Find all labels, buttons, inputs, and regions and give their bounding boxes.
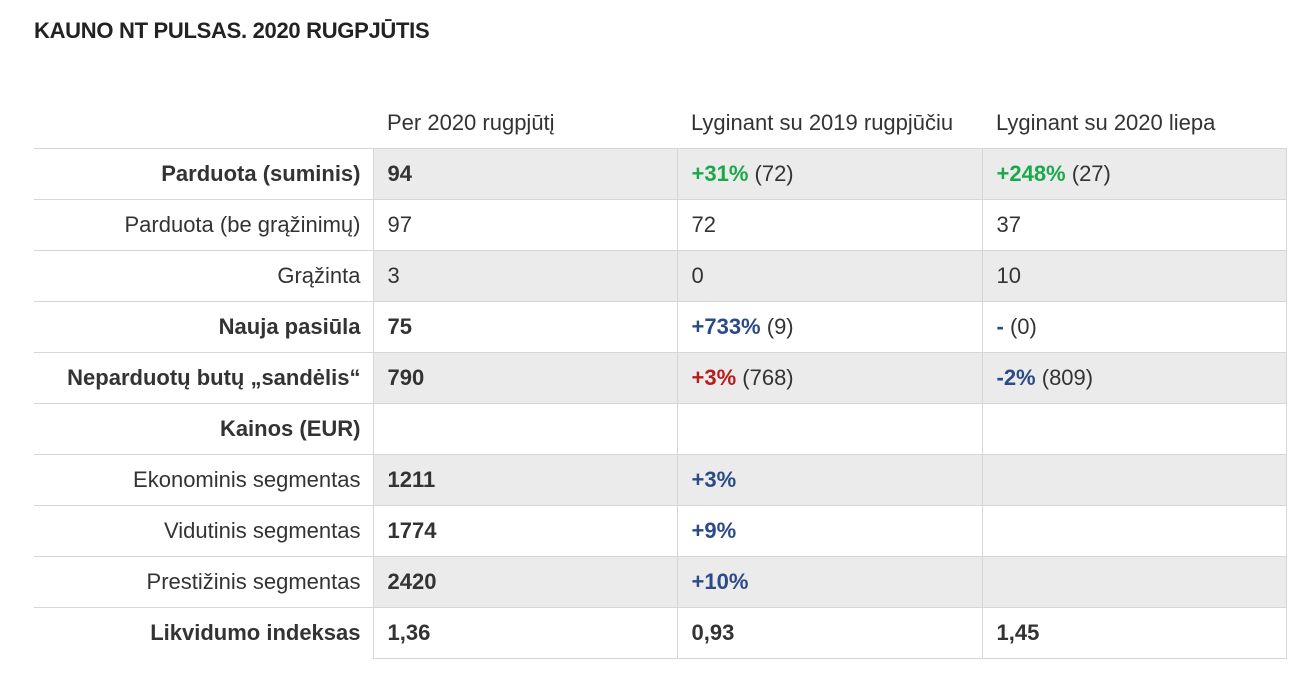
change-percent: - <box>996 314 1004 339</box>
previous-value: (27) <box>1065 161 1111 186</box>
row-label: Vidutinis segmentas <box>34 505 373 557</box>
change-percent: +10% <box>691 569 749 594</box>
table-row-returned: Grąžinta 3 0 10 <box>34 250 1287 302</box>
value-current: 3 <box>372 250 678 302</box>
value-vs-last-month <box>981 403 1287 455</box>
table-row-liquidity-index: Likvidumo indeksas 1,36 0,93 1,45 <box>34 607 1287 659</box>
change-percent: +9% <box>691 518 737 543</box>
row-label: Ekonominis segmentas <box>34 454 373 506</box>
statistics-table: Per 2020 rugpjūtį Lyginant su 2019 rugpj… <box>34 98 1287 659</box>
value-vs-last-month: +248% (27) <box>981 148 1287 200</box>
value-vs-last-month <box>981 556 1287 608</box>
value-vs-last-year: 0,93 <box>676 607 983 659</box>
previous-value: (768) <box>736 365 794 390</box>
row-label: Grąžinta <box>34 250 373 302</box>
change-percent: +3% <box>691 467 737 492</box>
header-current-period: Per 2020 rugpjūtį <box>373 98 677 149</box>
table-row-premium-segment: Prestižinis segmentas 2420 +10% <box>34 556 1287 608</box>
value-current: 1,36 <box>372 607 678 659</box>
row-label: Parduota (be grąžinimų) <box>34 199 373 251</box>
change-percent: +3% <box>691 365 737 390</box>
value-vs-last-month: 37 <box>981 199 1287 251</box>
table-row-unsold-stock: Neparduotų butų „sandėlis“ 790 +3% (768)… <box>34 352 1287 404</box>
value-current: 94 <box>372 148 678 200</box>
value-current: 1774 <box>372 505 678 557</box>
value-current <box>372 403 678 455</box>
value-vs-last-year: +733% (9) <box>676 301 983 353</box>
header-label-column <box>34 98 373 149</box>
value-current: 75 <box>372 301 678 353</box>
row-label: Neparduotų butų „sandėlis“ <box>34 352 373 404</box>
table-header-row: Per 2020 rugpjūtį Lyginant su 2019 rugpj… <box>34 98 1286 149</box>
value-vs-last-year: +10% <box>676 556 983 608</box>
value-vs-last-year <box>676 403 983 455</box>
value-current: 1211 <box>372 454 678 506</box>
value-current: 790 <box>372 352 678 404</box>
table-row-economy-segment: Ekonominis segmentas 1211 +3% <box>34 454 1287 506</box>
previous-value: (72) <box>748 161 794 186</box>
previous-value: (0) <box>1003 314 1037 339</box>
value-vs-last-month: - (0) <box>981 301 1287 353</box>
previous-value: (9) <box>760 314 794 339</box>
value-current: 97 <box>372 199 678 251</box>
value-vs-last-month: 1,45 <box>981 607 1287 659</box>
value-vs-last-year: +3% <box>676 454 983 506</box>
value-vs-last-year: +9% <box>676 505 983 557</box>
value-vs-last-year: 72 <box>676 199 983 251</box>
previous-value: (809) <box>1035 365 1094 390</box>
change-percent: +248% <box>996 161 1066 186</box>
row-label: Nauja pasiūla <box>34 301 373 353</box>
value-vs-last-year: +3% (768) <box>676 352 983 404</box>
page-title: KAUNO NT PULSAS. 2020 RUGPJŪTIS <box>34 18 430 43</box>
table-row-middle-segment: Vidutinis segmentas 1774 +9% <box>34 505 1287 557</box>
value-vs-last-month <box>981 505 1287 557</box>
change-percent: -2% <box>996 365 1036 390</box>
table-row-sold-net: Parduota (be grąžinimų) 97 72 37 <box>34 199 1287 251</box>
change-percent: +31% <box>691 161 749 186</box>
value-vs-last-month: 10 <box>981 250 1287 302</box>
change-percent: +733% <box>691 314 761 339</box>
table-row-prices-heading: Kainos (EUR) <box>34 403 1287 455</box>
header-vs-last-month: Lyginant su 2020 liepa <box>982 98 1286 149</box>
value-current: 2420 <box>372 556 678 608</box>
row-label: Parduota (suminis) <box>161 161 361 186</box>
row-label: Likvidumo indeksas <box>34 607 373 659</box>
header-vs-last-year: Lyginant su 2019 rugpjūčiu <box>677 98 982 149</box>
value-vs-last-year: +31% (72) <box>676 148 983 200</box>
value-vs-last-year: 0 <box>676 250 983 302</box>
value-vs-last-month: -2% (809) <box>981 352 1287 404</box>
value-vs-last-month <box>981 454 1287 506</box>
row-label: Prestižinis segmentas <box>34 556 373 608</box>
table-row-new-supply: Nauja pasiūla 75 +733% (9) - (0) <box>34 301 1287 353</box>
row-label: Kainos (EUR) <box>34 403 373 455</box>
table-row-sold-total: Parduota (suminis) 94 +31% (72) +248% (2… <box>34 148 1287 200</box>
